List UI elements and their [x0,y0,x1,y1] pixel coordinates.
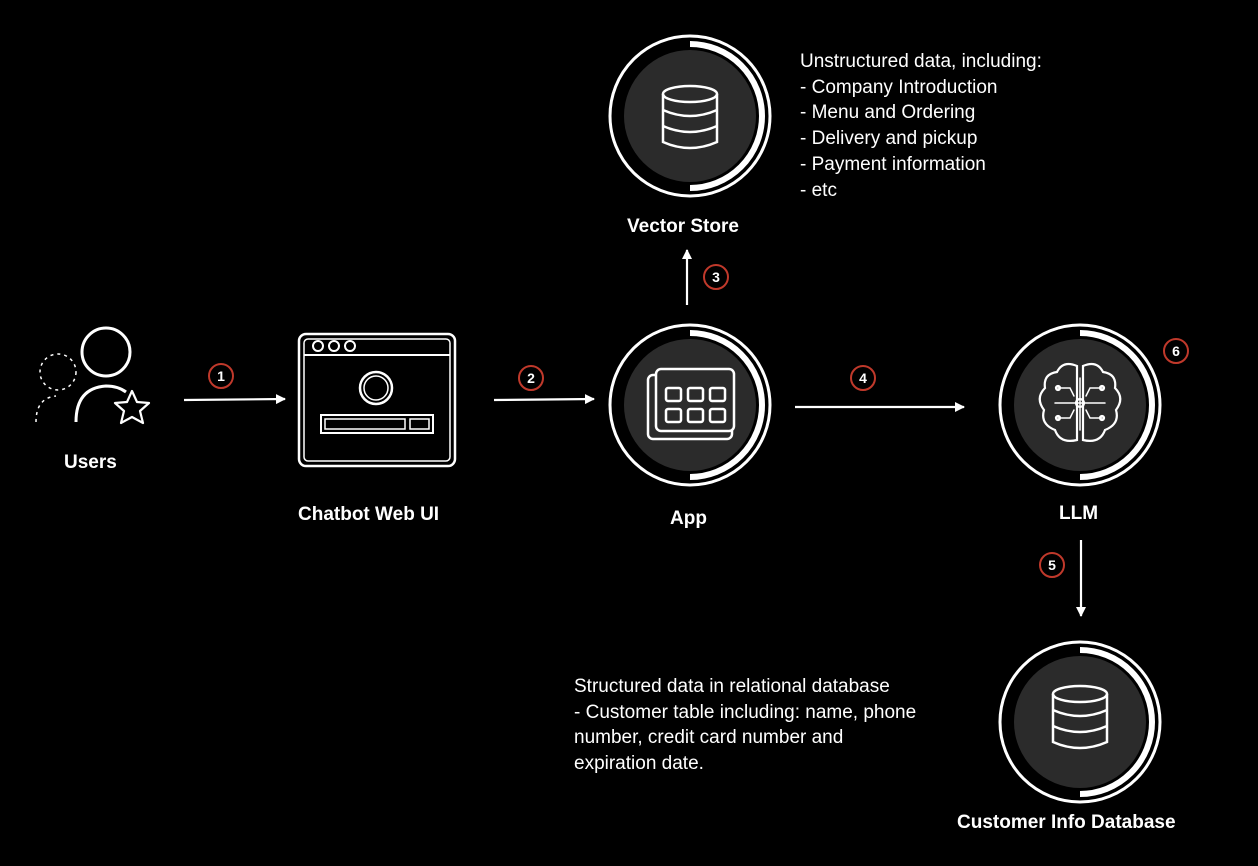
customer-info-database-label: Customer Info Database [957,812,1176,833]
note-line: - Menu and Ordering [800,102,976,124]
step-badge-3: 3 [703,264,729,290]
app-label: App [670,508,707,529]
brain-chip-icon [998,323,1162,487]
customer-db-note: Structured data in relational database -… [574,674,916,777]
note-line: - Customer table including: name, phone [574,701,917,723]
step-badge-2: 2 [518,365,544,391]
note-line: - Delivery and pickup [800,128,978,150]
arrow-users-to-chatbot [183,394,286,405]
note-line: expiration date. [574,753,704,775]
arrow-chatbot-to-app [493,394,595,405]
llm-label: LLM [1059,503,1099,524]
users-label: Users [64,452,117,473]
note-line: Structured data in relational database [574,676,890,697]
note-line: - etc [800,179,837,201]
step-badge-1: 1 [208,363,234,389]
chatbot-web-ui-label: Chatbot Web UI [298,504,440,525]
note-line: Unstructured data, including: [800,51,1042,72]
note-line: number, credit card number and [574,727,844,749]
step-badge-4: 4 [850,365,876,391]
browser-window-icon [297,332,457,468]
note-line: - Company Introduction [800,76,998,98]
app-node-icon [608,323,772,487]
note-line: - Payment information [800,153,986,175]
customer-db-node-icon [998,640,1162,804]
vector-store-note: Unstructured data, including: - Company … [800,49,1042,203]
step-badge-5: 5 [1039,552,1065,578]
step-badge-6: 6 [1163,338,1189,364]
vector-store-label: Vector Store [627,216,739,237]
users-icon [35,326,151,425]
vector-store-node-icon [608,34,772,198]
